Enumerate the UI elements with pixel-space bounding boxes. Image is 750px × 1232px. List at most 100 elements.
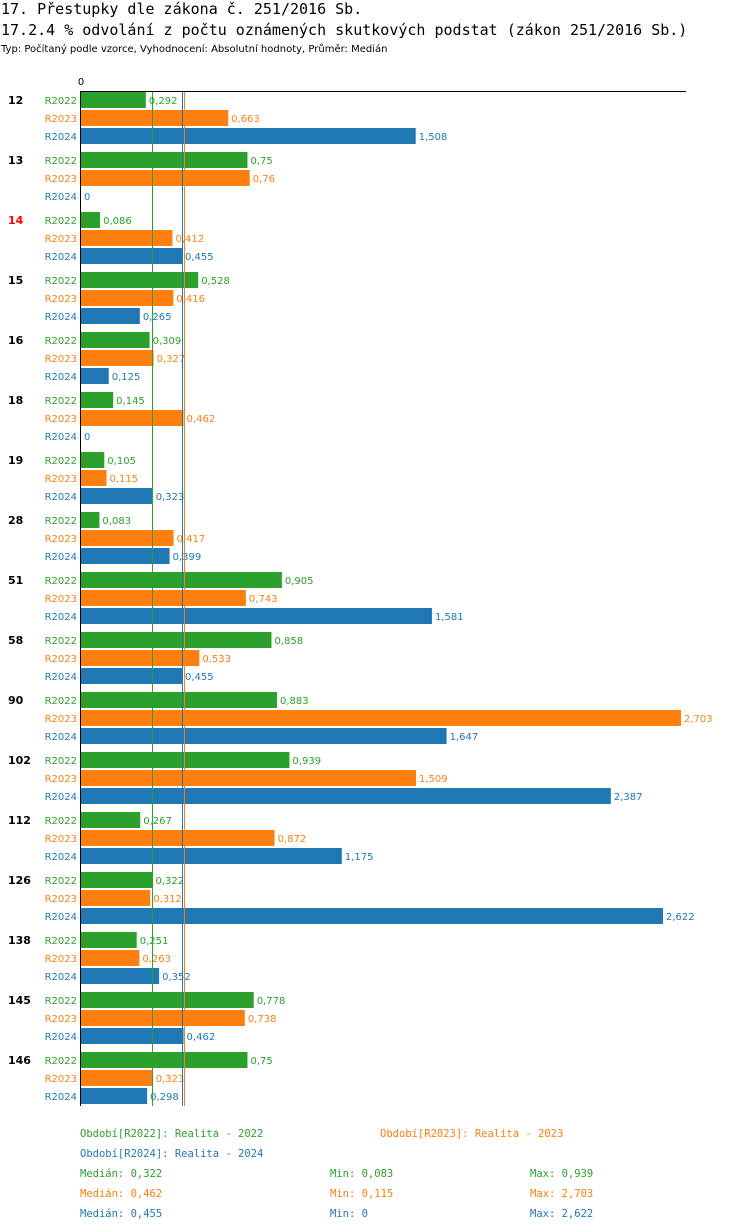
bar-value-label: 0,533	[202, 654, 231, 665]
bar	[81, 1052, 248, 1068]
bar	[81, 110, 229, 126]
bar	[81, 170, 250, 186]
series-label: R2023	[45, 954, 77, 965]
bar	[81, 512, 100, 528]
bar-value-label: 0,086	[103, 216, 132, 227]
bar	[81, 290, 174, 306]
bar	[81, 752, 290, 768]
series-label: R2022	[45, 96, 77, 107]
bar-value-label: 0,083	[102, 516, 131, 527]
bar-value-label: 0	[84, 432, 90, 443]
series-label: R2024	[45, 252, 77, 263]
bar	[81, 812, 141, 828]
series-label: R2023	[45, 1014, 77, 1025]
bar-value-label: 1,175	[345, 852, 374, 863]
series-label: R2024	[45, 672, 77, 683]
series-label: R2023	[45, 774, 77, 785]
bar	[81, 692, 278, 708]
series-label: R2023	[45, 534, 77, 545]
bar-value-label: 1,508	[419, 132, 448, 143]
bar-value-label: 0,858	[274, 636, 303, 647]
series-label: R2022	[45, 936, 77, 947]
bar	[81, 788, 611, 804]
bar	[81, 1010, 245, 1026]
series-label: R2023	[45, 594, 77, 605]
bar	[81, 890, 151, 906]
series-label: R2023	[45, 174, 77, 185]
page-title: 17. Přestupky dle zákona č. 251/2016 Sb.	[1, 0, 363, 18]
series-label: R2023	[45, 894, 77, 905]
bar-value-label: 0,309	[153, 336, 182, 347]
chart-type-line: Typ: Počítaný podle vzorce, Vyhodnocení:…	[1, 44, 388, 55]
bar	[81, 1028, 184, 1044]
series-label: R2024	[45, 492, 77, 503]
axis-zero-label: 0	[78, 77, 84, 88]
series-label: R2022	[45, 636, 77, 647]
bar	[81, 1088, 148, 1104]
bar-value-label: 0	[84, 192, 90, 203]
series-label: R2023	[45, 354, 77, 365]
series-label: R2023	[45, 834, 77, 845]
bar	[81, 350, 154, 366]
stat-max-r2023: Max: 2,703	[530, 1188, 594, 1200]
category-label: 138	[8, 934, 31, 947]
bar-value-label: 0,292	[149, 96, 178, 107]
series-label: R2022	[45, 276, 77, 287]
bar	[81, 608, 432, 624]
bar-value-label: 0,883	[280, 696, 309, 707]
stat-max-r2024: Max: 2,622	[530, 1208, 594, 1220]
bar-value-label: 0,352	[162, 972, 191, 983]
bar-value-label: 0,115	[110, 474, 139, 485]
series-label: R2024	[45, 1092, 77, 1103]
stat-median-r2023: Medián: 0,462	[80, 1188, 163, 1200]
series-label: R2024	[45, 192, 77, 203]
series-label: R2023	[45, 474, 77, 485]
bar-value-label: 0,76	[253, 174, 275, 185]
bar	[81, 248, 182, 264]
series-label: R2024	[45, 372, 77, 383]
bar-value-label: 0,251	[140, 936, 169, 947]
bar-value-label: 0,455	[185, 252, 214, 263]
bar	[81, 872, 153, 888]
bar	[81, 1070, 153, 1086]
bar-value-label: 0,312	[153, 894, 182, 905]
stat-median-r2022: Medián: 0,322	[80, 1168, 163, 1180]
category-label: 126	[8, 874, 31, 887]
bar-value-label: 0,399	[173, 552, 202, 563]
bar	[81, 230, 173, 246]
series-label: R2024	[45, 972, 77, 983]
series-label: R2024	[45, 552, 77, 563]
series-label: R2022	[45, 1056, 77, 1067]
bar-value-label: 0,323	[156, 492, 185, 503]
bar	[81, 650, 200, 666]
chart-subtitle: 17.2.4 % odvolání z počtu oznámených sku…	[1, 21, 688, 39]
series-label: R2022	[45, 756, 77, 767]
series-label: R2024	[45, 312, 77, 323]
legend-r2022: Období[R2022]: Realita - 2022	[80, 1128, 264, 1140]
category-label: 14	[8, 214, 24, 227]
category-label: 112	[8, 814, 31, 827]
bar-value-label: 0,872	[278, 834, 307, 845]
category-label: 90	[8, 694, 24, 707]
bar	[81, 968, 160, 984]
bar	[81, 92, 146, 108]
series-label: R2024	[45, 132, 77, 143]
legend-r2024: Období[R2024]: Realita - 2024	[80, 1148, 264, 1160]
bar	[81, 308, 140, 324]
bar	[81, 452, 105, 468]
series-label: R2023	[45, 114, 77, 125]
series-label: R2024	[45, 852, 77, 863]
series-label: R2022	[45, 216, 77, 227]
series-label: R2024	[45, 1032, 77, 1043]
series-label: R2022	[45, 156, 77, 167]
bar	[81, 668, 182, 684]
stat-min-r2023: Min: 0,115	[330, 1188, 394, 1200]
bar-value-label: 0,417	[177, 534, 206, 545]
category-label: 13	[8, 154, 23, 167]
bar	[81, 848, 342, 864]
bar-value-label: 0,412	[175, 234, 204, 245]
legend-r2023: Období[R2023]: Realita - 2023	[380, 1128, 564, 1140]
bar	[81, 932, 137, 948]
category-label: 58	[8, 634, 23, 647]
